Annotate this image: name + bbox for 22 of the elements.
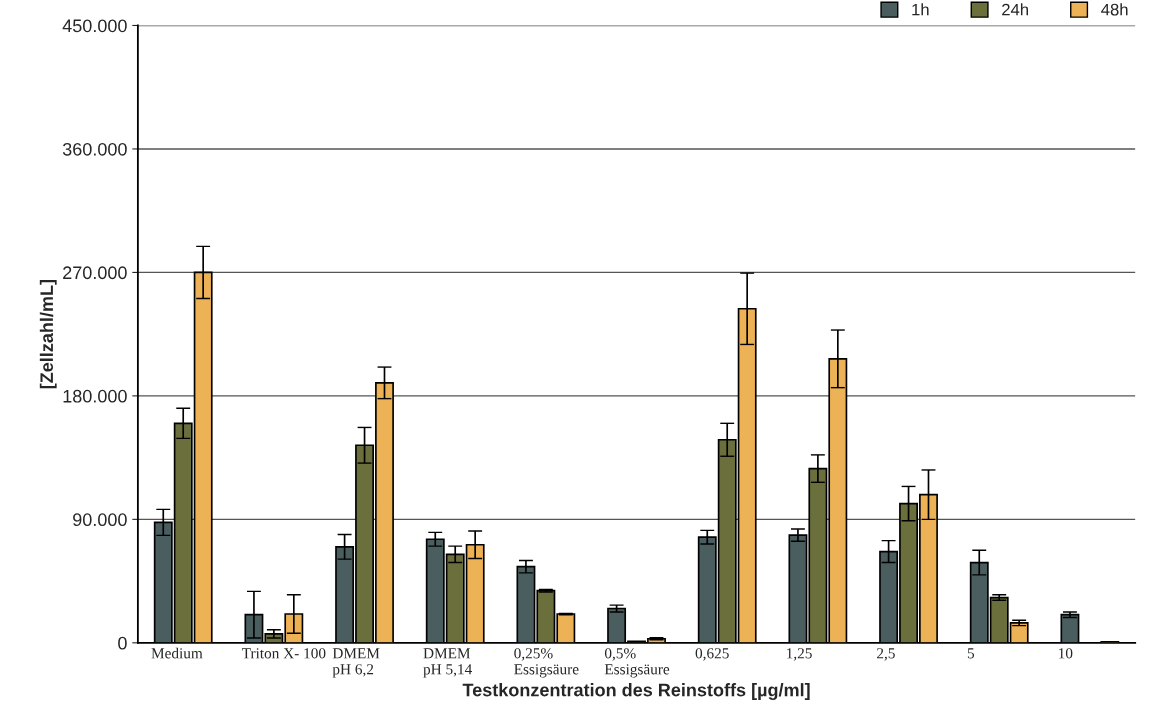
y-tick-label: 450.000 xyxy=(62,19,127,33)
x-tick-label: 0,625 xyxy=(695,648,729,661)
x-tick-label: 1,25 xyxy=(787,648,812,661)
legend-label: 1h xyxy=(912,3,929,16)
x-tick-label: DMEM pH 6,2 xyxy=(332,648,380,678)
y-tick-label: 360.000 xyxy=(62,142,127,156)
x-tick-label: 2,5 xyxy=(877,648,895,661)
y-tick-label: 90.000 xyxy=(73,513,127,527)
legend-label: 48h xyxy=(1101,3,1128,16)
y-tick-label: 270.000 xyxy=(63,266,127,280)
x-tick-label: Medium xyxy=(151,647,203,659)
x-tick-label: 5 xyxy=(967,648,975,659)
x-axis-title: Testkonzentration des Reinstoffs [µg/ml] xyxy=(462,683,810,701)
x-tick-label: 10 xyxy=(1059,648,1073,659)
x-tick-label: DMEM pH 5,14 xyxy=(423,648,473,678)
y-tick-label: 180.000 xyxy=(63,389,127,403)
legend-label: 24h xyxy=(1002,3,1028,16)
x-tick-label: Triton X- 100 xyxy=(241,648,326,659)
x-tick-label: 0,25% Essigsäure xyxy=(514,648,579,678)
y-tick-label: 0 xyxy=(118,636,127,650)
y-axis-title: [Zellzahl/mL] xyxy=(39,279,57,389)
x-tick-label: 0,5% Essigsäure xyxy=(604,648,670,678)
